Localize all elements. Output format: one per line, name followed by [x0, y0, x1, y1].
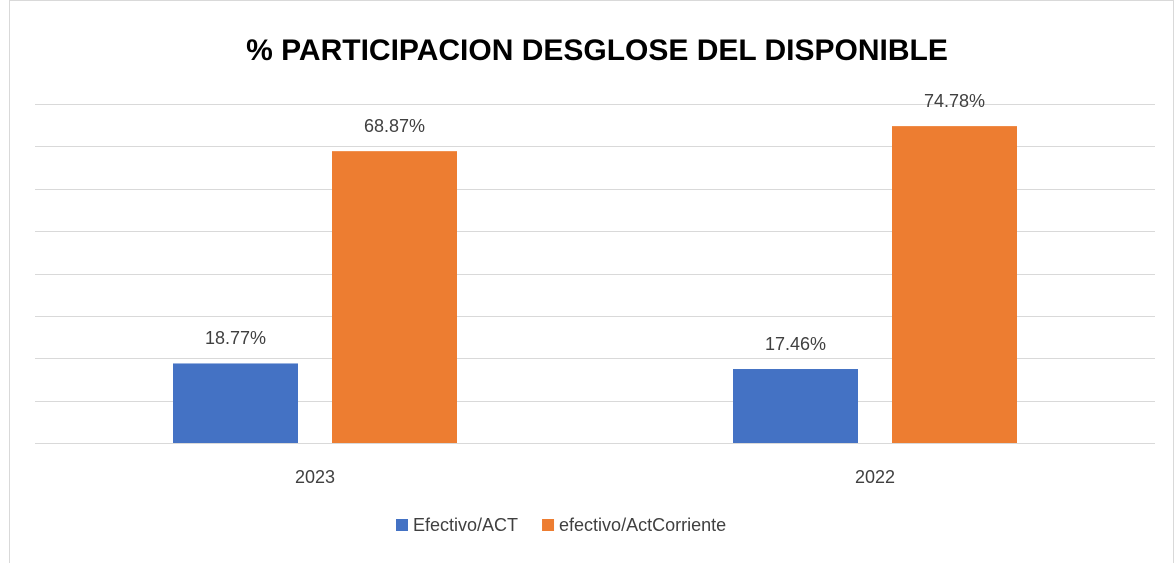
- value-label: 17.46%: [765, 334, 826, 354]
- legend-label: Efectivo/ACT: [413, 515, 518, 535]
- bar: [892, 126, 1017, 443]
- bar: [733, 369, 858, 443]
- legend-label: efectivo/ActCorriente: [559, 515, 726, 535]
- chart-title: % PARTICIPACION DESGLOSE DEL DISPONIBLE: [246, 34, 948, 67]
- legend-swatch: [542, 519, 555, 531]
- x-tick-label: 2022: [855, 467, 895, 487]
- value-label: 68.87%: [364, 116, 425, 136]
- bar: [332, 151, 457, 443]
- value-label: 74.78%: [924, 91, 985, 111]
- bar: [173, 363, 298, 443]
- value-label: 18.77%: [205, 328, 266, 348]
- x-tick-label: 2023: [295, 467, 335, 487]
- legend-swatch: [396, 519, 408, 531]
